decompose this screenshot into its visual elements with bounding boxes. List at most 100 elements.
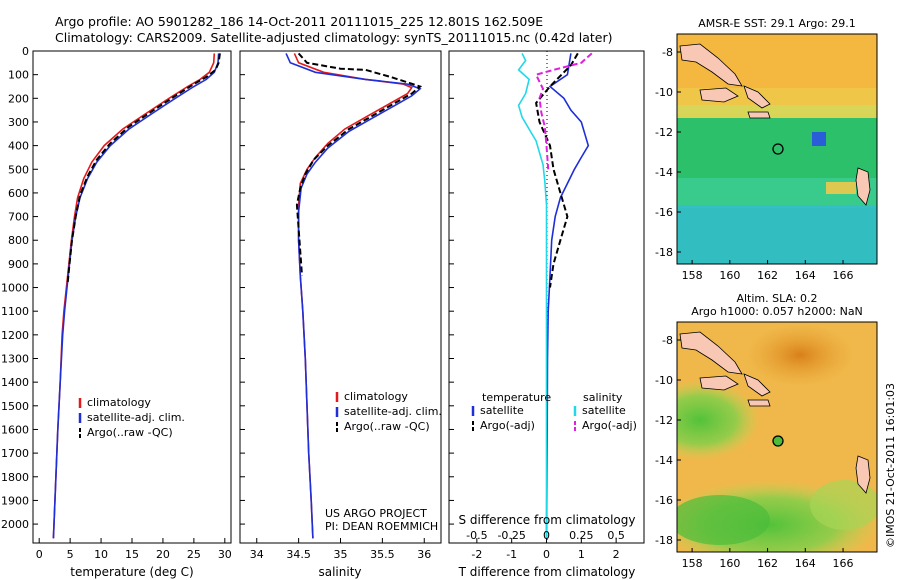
- sst_map-xtick-label: 166: [833, 269, 854, 282]
- sst-island-vanuatu: [855, 167, 871, 206]
- sst_map-xtick-label: 158: [682, 269, 703, 282]
- legend-header-salinity: salinity: [583, 391, 623, 404]
- sla_map-xtick-label: 162: [757, 557, 778, 570]
- temperature-ytick-label: 1200: [1, 329, 29, 342]
- temperature-ytick-label: 100: [8, 69, 29, 82]
- legend-salinity-argo: Argo(-adj): [582, 419, 637, 432]
- sla_map-xtick-label: 166: [833, 557, 854, 570]
- difference-xtick-top-label: 0.25: [569, 529, 594, 542]
- temperature-ytick-label: 1700: [1, 447, 29, 460]
- sla-map-canvas: [677, 322, 877, 552]
- temperature-ytick-label: 500: [8, 163, 29, 176]
- temperature-ytick-label: 1000: [1, 282, 29, 295]
- sla_map-ytick-label: -12: [655, 414, 673, 427]
- sla-island-new-georgia: [679, 331, 743, 375]
- temperature-ytick-label: 700: [8, 211, 29, 224]
- sla-map-subtitle: Argo h1000: 0.057 h2000: NaN: [691, 305, 863, 318]
- project-line2: PI: DEAN ROEMMICH: [325, 520, 438, 533]
- salinity-series-argo-raw-qc: [295, 52, 423, 276]
- difference-series-salinity-argo-adj: [534, 52, 593, 170]
- difference-panel: -2 -1 0 1 2 -0.5 -0.25 0 0.25 0.5 T difference fr…: [448, 50, 645, 579]
- sla-argo-location-marker: [772, 435, 784, 447]
- temperature-ytick-label: 1800: [1, 471, 29, 484]
- sst-island-guadalcanal: [699, 87, 739, 103]
- temperature-ytick-label: 1900: [1, 494, 29, 507]
- sst_map-xtick-label: 160: [719, 269, 740, 282]
- temperature-ytick-label: 0: [22, 45, 29, 58]
- temperature-ytick-label: 2000: [1, 518, 29, 531]
- sst-map-panel: AMSR-E SST: 29.1 Argo: 29.1 158 160 162 164…: [655, 17, 878, 282]
- temperature-ytick-label: 1400: [1, 376, 29, 389]
- salinity-xtick-label: 35.5: [370, 548, 395, 561]
- sla-island-vanuatu: [855, 455, 871, 494]
- temperature-ytick-label: 200: [8, 92, 29, 105]
- figure-title-line2: Climatology: CARS2009. Satellite-adjuste…: [55, 30, 612, 45]
- salinity-xlabel: salinity: [318, 565, 361, 579]
- sla-map-title: Altim. SLA: 0.2: [736, 292, 817, 305]
- temperature-ytick-label: 300: [8, 116, 29, 129]
- sst-band-cyan: [677, 205, 877, 264]
- salinity-panel: 34 34.5 35 35.5 36 salinity climatology sate…: [239, 50, 442, 579]
- difference-xtick-label: 1: [578, 548, 585, 561]
- temperature-legend: climatology satellite-adj. clim. Argo(..…: [78, 396, 185, 439]
- sla-island-guadalcanal: [699, 375, 739, 391]
- temperature-xtick-label: 20: [156, 548, 170, 561]
- difference-xtick-label: 2: [613, 548, 620, 561]
- temperature-xtick-label: 25: [187, 548, 201, 561]
- sst-island-malaita: [743, 85, 771, 109]
- difference-xtick-top-label: 0.5: [607, 529, 625, 542]
- sst_map-ytick-label: -18: [655, 246, 673, 259]
- temperature-xtick-label: 10: [94, 548, 108, 561]
- sst-warm-patch: [826, 182, 856, 194]
- difference-xtick-label: -2: [471, 548, 482, 561]
- legend-temperature-argo: Argo(-adj): [480, 419, 535, 432]
- temperature-ytick-label: 400: [8, 140, 29, 153]
- temperature-ytick-label: 1300: [1, 353, 29, 366]
- difference-xtick-top-label: -0.5: [466, 529, 487, 542]
- temperature-series-argo-raw-qc: [66, 53, 221, 283]
- project-line1: US ARGO PROJECT: [325, 507, 427, 520]
- difference-xtick-top-label: -0.25: [497, 529, 525, 542]
- sst-island-makira: [747, 111, 771, 119]
- salinity-plot-frame: [239, 50, 442, 544]
- temperature-legend-argo: Argo(..raw -QC): [87, 426, 173, 439]
- difference-series-temperature-satellite: [545, 53, 590, 539]
- sla_map-ytick-label: -14: [655, 454, 673, 467]
- difference-xtick-label: 0: [543, 548, 550, 561]
- sst_map-ytick-label: -10: [655, 86, 673, 99]
- figure-title-line1: Argo profile: AO 5901282_186 14-Oct-2011…: [55, 14, 543, 29]
- temperature-panel: 0 5 10 15 20 25 300100200300400500600700800900…: [1, 45, 232, 579]
- salinity-xtick-label: 36: [417, 548, 431, 561]
- imos-timestamp: ©IMOS 21-Oct-2011 16:01:03: [884, 383, 897, 548]
- salinity-legend-argo: Argo(..raw -QC): [344, 420, 430, 433]
- sst_map-xtick-label: 164: [795, 269, 816, 282]
- temperature-ytick-label: 1100: [1, 305, 29, 318]
- salinity-xtick-label: 34.5: [286, 548, 311, 561]
- sst_map-ytick-label: -16: [655, 206, 673, 219]
- temperature-xtick-label: 15: [125, 548, 139, 561]
- temperature-ytick-label: 800: [8, 234, 29, 247]
- sst_map-xtick-label: 162: [757, 269, 778, 282]
- difference-series-temperature-argo-adj: [535, 52, 579, 288]
- temperature-ytick-label: 900: [8, 258, 29, 271]
- sst_map-ytick-label: -12: [655, 126, 673, 139]
- temperature-xtick-label: 5: [67, 548, 74, 561]
- sst-cold-patch: [812, 132, 826, 146]
- salinity-legend-satellite: satellite-adj. clim.: [344, 405, 442, 418]
- sla-low-core: [677, 495, 770, 545]
- sla_map-ytick-label: -18: [655, 534, 673, 547]
- difference-xlabel-top: S difference from climatology: [459, 513, 636, 527]
- temperature-xtick-label: 0: [36, 548, 43, 561]
- sla-island-makira: [747, 399, 771, 407]
- sst_map-ytick-label: -8: [662, 46, 673, 59]
- legend-salinity-satellite: satellite: [582, 404, 626, 417]
- temperature-legend-satellite: satellite-adj. clim.: [87, 411, 185, 424]
- sla_map-ytick-label: -8: [662, 334, 673, 347]
- sla_map-ytick-label: -16: [655, 494, 673, 507]
- difference-legend: temperature salinity satellite Argo(-adj…: [471, 391, 637, 432]
- sla_map-xtick-label: 164: [795, 557, 816, 570]
- sla-island-malaita: [743, 373, 771, 397]
- sst-island-new-georgia: [679, 43, 743, 87]
- legend-header-temperature: temperature: [482, 391, 551, 404]
